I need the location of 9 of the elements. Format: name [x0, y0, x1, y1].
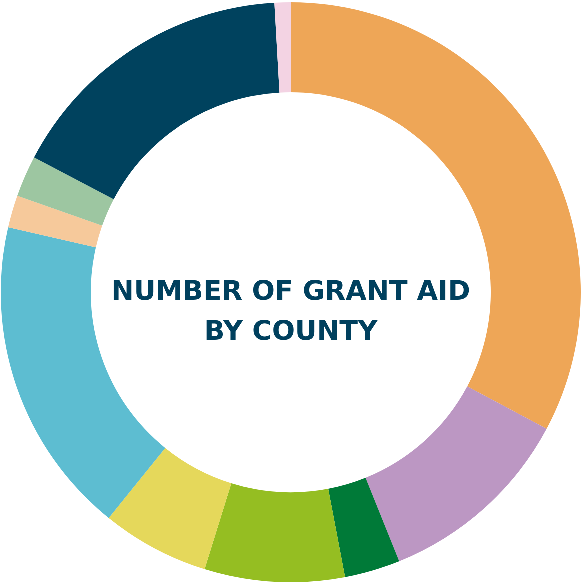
donut-slice — [328, 478, 400, 578]
donut-slice — [274, 2, 291, 93]
text: NUMBER OF GRANT AID BY COUNTY — [111, 276, 471, 347]
donut-slice — [108, 448, 232, 570]
donut-slice — [8, 196, 102, 248]
donut-slice — [34, 2, 280, 200]
donut-slice — [204, 483, 346, 582]
donut-slice — [18, 158, 114, 226]
donut-slice — [366, 386, 547, 562]
